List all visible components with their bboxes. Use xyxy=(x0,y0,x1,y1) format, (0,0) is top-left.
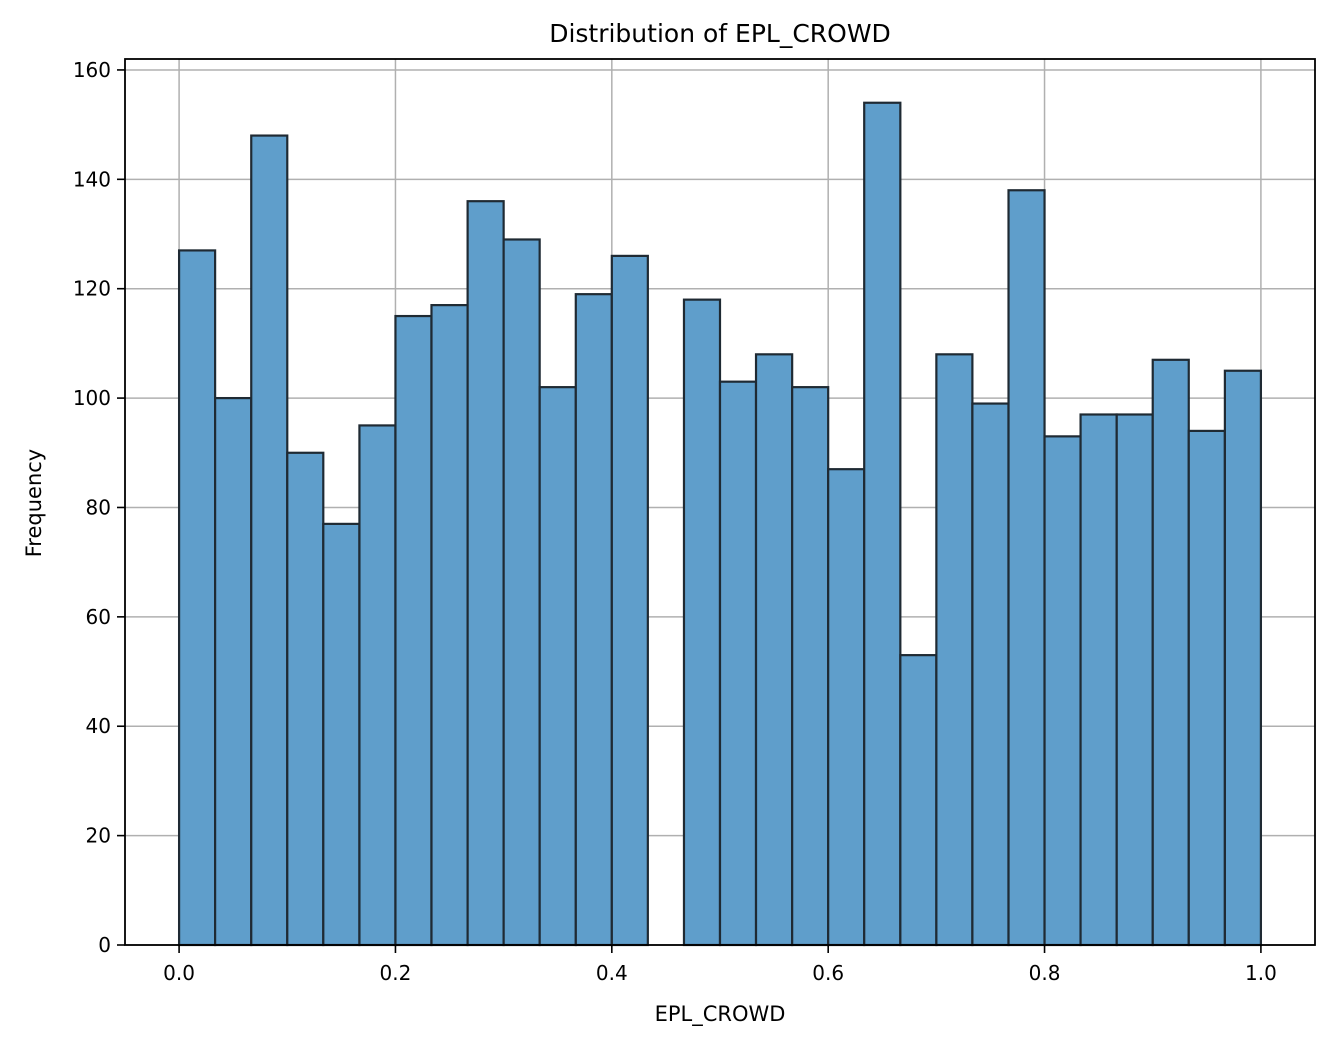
y-tick-label: 60 xyxy=(86,605,111,629)
histogram-bar xyxy=(214,396,253,947)
bars xyxy=(177,101,1263,947)
histogram-bar xyxy=(1151,358,1190,947)
histogram-bar xyxy=(791,386,830,947)
histogram-bar xyxy=(430,304,469,947)
y-tick-label: 120 xyxy=(73,277,111,301)
y-tick-label: 100 xyxy=(73,386,111,410)
histogram-bar xyxy=(1115,413,1154,947)
chart-title: Distribution of EPL_CROWD xyxy=(549,19,891,48)
histogram-bar xyxy=(610,254,649,947)
histogram-bar xyxy=(863,101,902,947)
histogram-bar xyxy=(718,380,758,947)
histogram-bar xyxy=(574,293,613,947)
y-tick-label: 20 xyxy=(86,824,111,848)
y-tick-label: 80 xyxy=(86,495,111,519)
histogram-bar xyxy=(502,238,541,947)
y-axis-ticks: 0 20 40 60 80 100 120 140 160 xyxy=(73,58,125,957)
x-tick-label: 0.6 xyxy=(812,961,844,985)
histogram-bar xyxy=(286,451,325,947)
histogram-bar xyxy=(682,298,722,947)
histogram-bar xyxy=(1007,189,1046,947)
histogram-bar xyxy=(1079,413,1118,947)
x-tick-label: 1.0 xyxy=(1245,961,1277,985)
y-tick-label: 0 xyxy=(98,933,111,957)
y-axis-label: Frequency xyxy=(22,449,46,558)
x-axis-ticks: 0.0 0.2 0.4 0.6 0.8 1.0 xyxy=(163,945,1277,985)
x-tick-label: 0.2 xyxy=(380,961,412,985)
histogram-bar xyxy=(394,314,433,947)
histogram-bar xyxy=(1223,369,1263,947)
y-tick-label: 40 xyxy=(86,714,111,738)
histogram-bar xyxy=(1187,429,1226,947)
histogram-bar xyxy=(899,654,938,947)
histogram-bar xyxy=(1043,435,1082,947)
histogram-bar xyxy=(466,200,505,947)
x-tick-label: 0.8 xyxy=(1029,961,1061,985)
axes xyxy=(124,58,1316,946)
histogram-bar xyxy=(177,249,217,947)
histogram-bar xyxy=(250,134,289,947)
histogram-bar xyxy=(754,353,794,947)
y-tick-label: 160 xyxy=(73,58,111,82)
histogram-bar xyxy=(935,353,974,947)
histogram-bar xyxy=(827,468,866,947)
histogram-bar xyxy=(971,402,1010,947)
y-tick-label: 140 xyxy=(73,167,111,191)
x-tick-label: 0.4 xyxy=(596,961,628,985)
histogram-bar xyxy=(538,386,577,947)
histogram-bar xyxy=(358,424,397,947)
histogram-bar xyxy=(322,522,361,947)
x-tick-label: 0.0 xyxy=(163,961,195,985)
x-axis-label: EPL_CROWD xyxy=(655,1002,786,1027)
plot-frame xyxy=(124,58,1316,946)
